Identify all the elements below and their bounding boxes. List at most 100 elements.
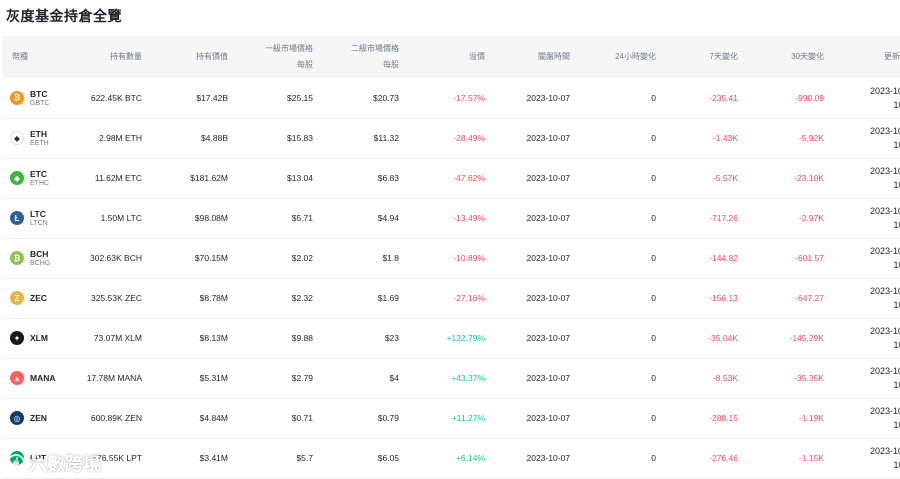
change-7d-cell: -5.57K	[712, 173, 738, 183]
table-row[interactable]: ₿ BTC GBTC 622.45K BTC $17.42B $25.15 $20.73 -1…	[2, 78, 900, 118]
close-time-cell: 2023-10-07	[526, 413, 570, 423]
coin-symbol: LPT	[30, 453, 47, 463]
coin-cell[interactable]: ◆ ETC ETHC	[2, 158, 66, 198]
stellar-icon: ✦	[10, 331, 24, 345]
coin-cell[interactable]: ₿ BCH BCHG	[2, 238, 66, 278]
header-secondary-price-line2: 每股	[383, 60, 399, 69]
coin-cell[interactable]: ◎ ZEN	[2, 398, 66, 438]
ethereum-icon: ◆	[10, 131, 24, 145]
updated-time: 10:50	[893, 340, 900, 350]
bitcoin-icon: ₿	[10, 90, 24, 105]
coin-cell[interactable]: ₿ BTC GBTC	[2, 78, 66, 118]
updated-cell: 2023-10-08 10:50	[838, 118, 900, 158]
secondary-price-cell: $20.73	[373, 92, 399, 103]
updated-cell: 2023-10-08 10:50	[838, 238, 900, 278]
coin-cell[interactable]: Ł LTC LTCN	[2, 198, 66, 238]
coin-symbol: ETC	[30, 169, 47, 179]
coin-trust-ticker: LTCN	[30, 220, 48, 227]
change-30d-cell: -990.09	[795, 92, 824, 103]
coin-symbol: BCH	[30, 249, 49, 259]
coin-symbol: ZEC	[30, 293, 47, 303]
secondary-price-cell: $6.83	[377, 173, 399, 183]
updated-time: 10:50	[893, 460, 900, 470]
holdings-cell: 302.63K BCH	[90, 253, 142, 263]
updated-time: 10:50	[893, 140, 900, 150]
header-primary-price[interactable]: 一級市場價格 每股	[238, 36, 323, 78]
primary-price-cell: $5.7	[296, 453, 313, 463]
change-24h-cell: 0	[651, 213, 656, 223]
table-row[interactable]: ▲ MANA 17.78M MANA $5.31M $2.79 $4 +43.37% 2023…	[2, 358, 900, 398]
holdings-cell: 17.78M MANA	[86, 373, 142, 383]
updated-date: 2023-10-08	[869, 246, 900, 256]
change-24h-cell: 0	[651, 453, 656, 463]
premium-cell: -17.57%	[453, 92, 485, 103]
secondary-price-cell: $11.32	[373, 133, 399, 143]
coin-cell[interactable]: ◆ ETH EETH	[2, 118, 66, 158]
header-change-7d[interactable]: 7天變化	[709, 52, 738, 61]
holdings-cell: 576.55K LPT	[92, 453, 142, 463]
holdings-cell: 2.98M ETH	[99, 133, 142, 143]
header-holdings[interactable]: 持有數量	[110, 52, 142, 61]
coin-trust-ticker: ETHC	[30, 180, 50, 187]
updated-date: 2023-10-08	[869, 85, 900, 96]
updated-time: 10:50	[893, 260, 900, 270]
premium-cell: -13.49%	[453, 213, 485, 223]
header-change-30d[interactable]: 30天變化	[791, 52, 824, 61]
updated-time: 10:50	[893, 220, 900, 230]
change-30d-cell: -5.92K	[798, 133, 824, 143]
value-cell: $17.42B	[196, 92, 228, 103]
table-row[interactable]: ✦ XLM 73.07M XLM $8.13M $9.88 $23 +132.79% 2023…	[2, 318, 900, 358]
bitcoin-cash-icon: ₿	[10, 251, 24, 265]
holdings-cell: 622.45K BTC	[90, 92, 142, 103]
watermark-logo-icon	[7, 454, 25, 472]
close-time-cell: 2023-10-07	[526, 333, 570, 343]
header-updated[interactable]: 更新時間	[884, 52, 900, 61]
updated-time: 10:50	[893, 420, 900, 430]
primary-price-cell: $2.32	[291, 293, 313, 303]
change-7d-cell: -288.15	[709, 413, 738, 423]
updated-cell: 2023-10-08 10:50	[838, 398, 900, 438]
header-value[interactable]: 持有價值	[196, 52, 228, 61]
change-24h-cell: 0	[651, 413, 656, 423]
table-row[interactable]: ◆ ETC ETHC 11.62M ETC $181.62M $13.04 $6.83 -47…	[2, 158, 900, 198]
change-24h-cell: 0	[651, 293, 656, 303]
primary-price-cell: $25.15	[287, 92, 313, 103]
table-row[interactable]: ₿ BCH BCHG 302.63K BCH $70.15M $2.02 $1.8 -10.8…	[2, 238, 900, 278]
value-cell: $5.31M	[199, 373, 228, 383]
primary-price-cell: $9.88	[291, 333, 313, 343]
header-coin[interactable]: 幣種	[12, 52, 28, 61]
coin-trust-ticker: BCHG	[30, 260, 51, 267]
header-close-time[interactable]: 關盤時間	[538, 52, 570, 61]
table-row[interactable]: Ł LTC LTCN 1.50M LTC $98.08M $5.71 $4.94 -13.49…	[2, 198, 900, 238]
premium-cell: -28.49%	[453, 133, 485, 143]
horizen-icon: ◎	[10, 411, 24, 425]
close-time-cell: 2023-10-07	[526, 253, 570, 263]
updated-cell: 2023-10-08 10:50	[838, 318, 900, 358]
change-7d-cell: -156.13	[709, 293, 738, 303]
header-secondary-price[interactable]: 二級市場價格 每股	[323, 36, 409, 78]
coin-symbol: XLM	[30, 333, 48, 343]
change-30d-cell: -23.10K	[794, 173, 824, 183]
secondary-price-cell: $23	[384, 333, 399, 343]
table-row[interactable]: ▪ LPT 576.55K LPT $3.41M $5.7 $6.05 +6.14% 2023…	[2, 438, 900, 478]
close-time-cell: 2023-10-07	[526, 133, 570, 143]
coin-cell[interactable]: ✦ XLM	[2, 318, 66, 358]
header-premium[interactable]: 溢價	[469, 52, 485, 61]
secondary-price-cell: $4	[389, 373, 399, 383]
updated-cell: 2023-10-08 10:50	[838, 358, 900, 398]
primary-price-cell: $2.02	[291, 253, 313, 263]
secondary-price-cell: $4.94	[377, 213, 399, 223]
table-row[interactable]: ◆ ETH EETH 2.98M ETH $4.88B $15.83 $11.32 -28.4…	[2, 118, 900, 158]
close-time-cell: 2023-10-07	[526, 293, 570, 303]
primary-price-cell: $2.79	[291, 373, 313, 383]
coin-cell[interactable]: ▲ MANA	[2, 358, 66, 398]
coin-symbol: ETH	[30, 129, 47, 139]
table-row[interactable]: ◎ ZEN 600.89K ZEN $4.84M $0.71 $0.79 +11.27% 20…	[2, 398, 900, 438]
table-row[interactable]: Z ZEC 325.53K ZEC $8.78M $2.32 $1.69 -27.16% 20…	[2, 278, 900, 318]
change-24h-cell: 0	[651, 92, 656, 103]
change-30d-cell: -145.29K	[789, 333, 825, 343]
header-change-24h[interactable]: 24小時變化	[615, 52, 656, 61]
updated-time: 10:50	[893, 180, 900, 190]
table-header-row: 幣種 持有數量 持有價值 一級市場價格 每股 二級市場價格 每股 溢價 關盤時間 2…	[2, 36, 900, 78]
coin-cell[interactable]: Z ZEC	[2, 278, 66, 318]
